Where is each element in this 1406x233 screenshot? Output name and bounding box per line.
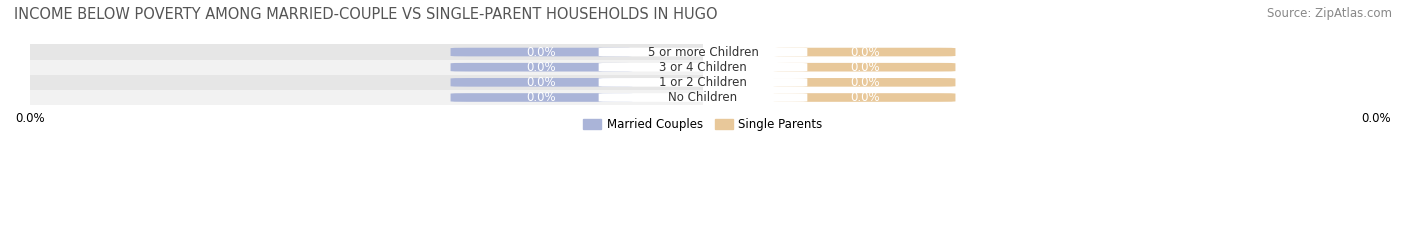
Text: Source: ZipAtlas.com: Source: ZipAtlas.com	[1267, 7, 1392, 20]
Text: 5 or more Children: 5 or more Children	[648, 45, 758, 58]
FancyBboxPatch shape	[450, 63, 633, 72]
FancyBboxPatch shape	[773, 63, 956, 72]
Text: 0.0%: 0.0%	[527, 45, 557, 58]
FancyBboxPatch shape	[773, 78, 956, 87]
Bar	[0, 60, 703, 75]
Text: 0.0%: 0.0%	[849, 91, 879, 104]
FancyBboxPatch shape	[599, 78, 807, 87]
Text: 0.0%: 0.0%	[849, 61, 879, 74]
FancyBboxPatch shape	[599, 93, 807, 102]
FancyBboxPatch shape	[773, 48, 956, 56]
FancyBboxPatch shape	[450, 48, 633, 56]
Legend: Married Couples, Single Parents: Married Couples, Single Parents	[579, 113, 827, 136]
Bar	[0, 45, 703, 60]
Text: 0.0%: 0.0%	[527, 61, 557, 74]
Text: 1 or 2 Children: 1 or 2 Children	[659, 76, 747, 89]
FancyBboxPatch shape	[773, 93, 956, 102]
Text: 0.0%: 0.0%	[849, 45, 879, 58]
FancyBboxPatch shape	[599, 48, 807, 56]
FancyBboxPatch shape	[450, 93, 633, 102]
Bar	[0, 75, 703, 90]
Text: 0.0%: 0.0%	[527, 76, 557, 89]
Text: 0.0%: 0.0%	[527, 91, 557, 104]
Text: INCOME BELOW POVERTY AMONG MARRIED-COUPLE VS SINGLE-PARENT HOUSEHOLDS IN HUGO: INCOME BELOW POVERTY AMONG MARRIED-COUPL…	[14, 7, 717, 22]
Text: No Children: No Children	[668, 91, 738, 104]
FancyBboxPatch shape	[450, 78, 633, 87]
Text: 3 or 4 Children: 3 or 4 Children	[659, 61, 747, 74]
Bar	[0, 90, 703, 105]
FancyBboxPatch shape	[599, 63, 807, 72]
Text: 0.0%: 0.0%	[849, 76, 879, 89]
